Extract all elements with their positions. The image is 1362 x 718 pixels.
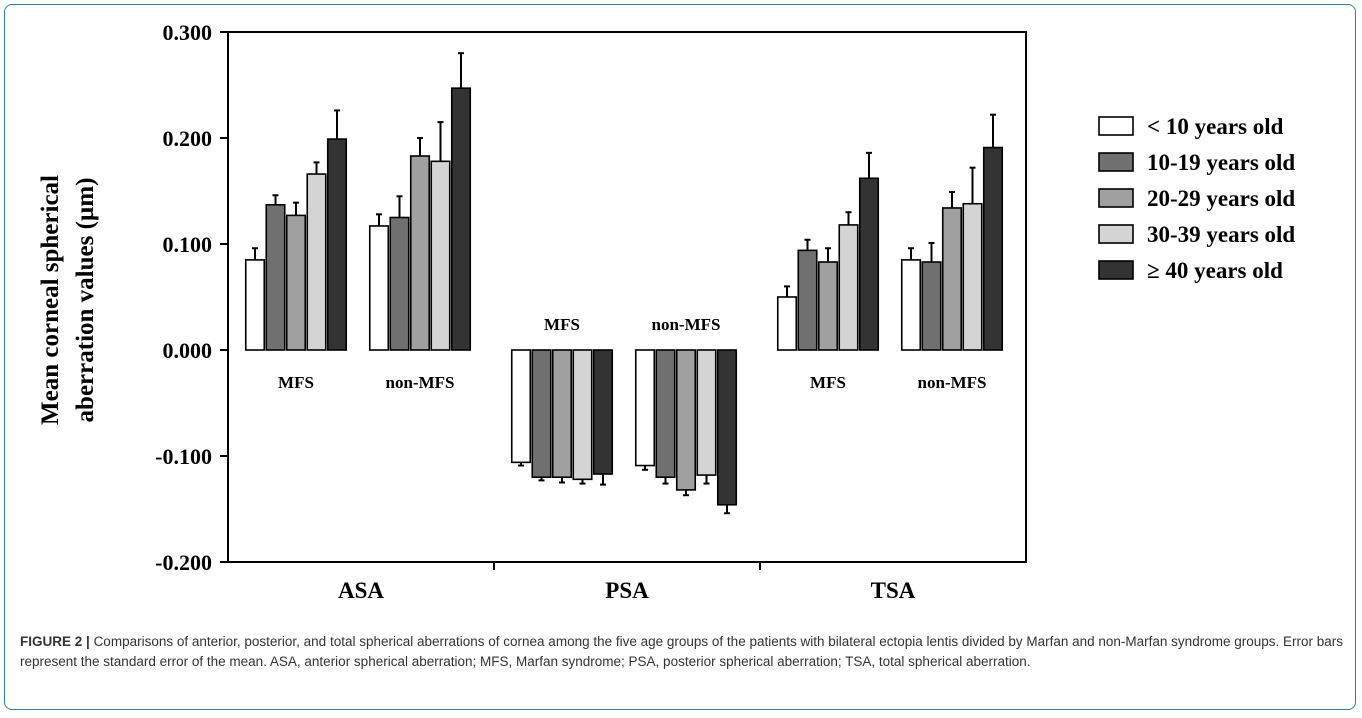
legend-label: ≥ 40 years old [1147, 258, 1283, 283]
bar [675, 349, 697, 491]
bar-chart: 0.300 0.200 0.100 0.000 -0.100 -0.200 Mean cor… [37, 20, 1295, 603]
bar [265, 203, 286, 351]
y-axis-label-line1: Mean corneal spherical [37, 175, 64, 425]
x-tick-label: ASA [338, 578, 384, 603]
bar [592, 349, 614, 475]
group-label: non-MFS [652, 315, 721, 334]
bar [838, 224, 859, 351]
y-axis-label-line2: aberration values (µm) [72, 178, 99, 423]
y-tick-label: 0.000 [163, 338, 213, 363]
bar [962, 202, 983, 351]
bar [326, 138, 348, 351]
bar [982, 146, 1004, 351]
legend-label: 10-19 years old [1147, 150, 1295, 175]
y-tick-label: 0.100 [163, 232, 213, 257]
bar [696, 349, 717, 476]
legend-swatch [1098, 188, 1134, 208]
bar [817, 261, 839, 351]
group-label: non-MFS [386, 373, 455, 392]
legend-label: < 10 years old [1147, 114, 1284, 139]
legend-swatch [1098, 260, 1134, 280]
x-tick-label: TSA [871, 578, 916, 603]
group-label: non-MFS [918, 373, 987, 392]
plot-area [227, 31, 1027, 563]
bar [572, 349, 593, 481]
group-label: MFS [544, 315, 580, 334]
legend-label: 20-29 years old [1147, 186, 1295, 211]
bar [450, 87, 472, 351]
bar [306, 173, 327, 351]
bar [716, 349, 738, 506]
caption-text: Comparisons of anterior, posterior, and … [20, 634, 1343, 669]
bar [510, 349, 532, 464]
legend-swatch [1098, 224, 1134, 244]
y-tick-label: -0.200 [155, 550, 212, 575]
bar [409, 155, 431, 351]
bar [531, 349, 552, 478]
bar [941, 207, 963, 351]
y-tick-label: -0.100 [155, 444, 212, 469]
group-label: MFS [278, 373, 314, 392]
group-label: MFS [810, 373, 846, 392]
bar [551, 349, 573, 478]
bar [921, 261, 942, 351]
bar [430, 160, 451, 351]
figure-caption: FIGURE 2 | Comparisons of anterior, post… [20, 632, 1345, 672]
bar [244, 259, 266, 351]
figure-frame [4, 4, 1356, 710]
bar [655, 349, 676, 478]
bar [368, 225, 390, 351]
y-tick-label: 0.200 [163, 126, 213, 151]
bar [776, 296, 798, 351]
x-tick-label: PSA [605, 578, 649, 603]
bar [858, 177, 880, 351]
bar [797, 249, 818, 351]
caption-label: FIGURE 2 | [20, 634, 90, 649]
bar [634, 349, 656, 467]
legend-label: 30-39 years old [1147, 222, 1295, 247]
bar [285, 214, 307, 351]
legend-swatch [1098, 152, 1134, 172]
bar [900, 259, 922, 351]
y-tick-label: 0.300 [163, 20, 213, 45]
legend-swatch [1098, 116, 1134, 136]
bar [389, 216, 410, 351]
